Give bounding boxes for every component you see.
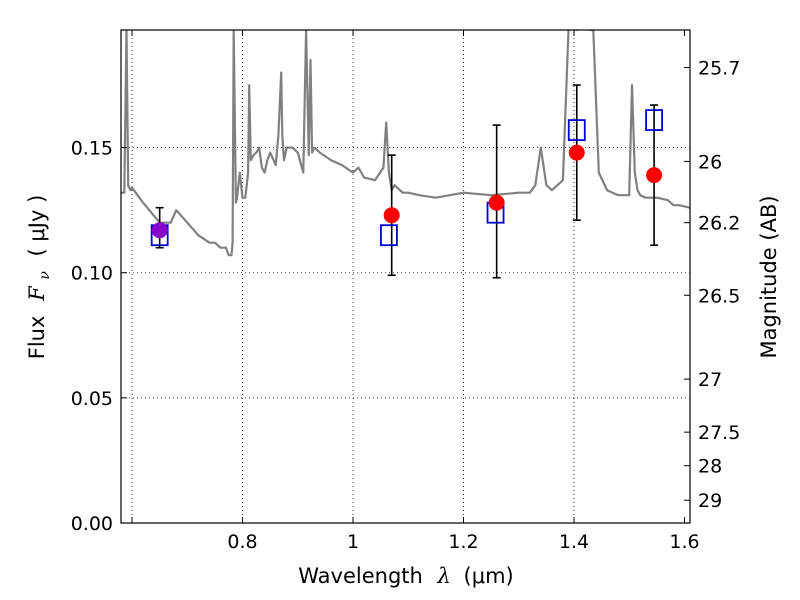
magnitude-tick-label: 29	[698, 490, 722, 512]
y2-axis-label: Magnitude (AB)	[757, 195, 781, 358]
x-axis-label-prefix: Wavelength	[298, 564, 423, 588]
x-tick-label: 0.8	[227, 531, 257, 553]
y-axis-label-unit: ( μJy )	[25, 195, 49, 257]
x-tick-label: 1.2	[448, 531, 478, 553]
magnitude-tick-label: 28	[698, 456, 722, 478]
model-photometry-square	[567, 119, 586, 142]
magnitude-tick-label: 26	[698, 151, 722, 173]
y-tick-label: 0.10	[71, 263, 113, 285]
x-axis-label-symbol: λ	[437, 564, 451, 588]
magnitude-tick-label: 27	[698, 369, 722, 391]
x-tick-label: 1.6	[669, 531, 699, 553]
plot-background	[121, 30, 690, 523]
grid	[121, 30, 690, 523]
y-tick-label: 0.00	[71, 513, 113, 535]
y-axis-label-symbol: F	[25, 285, 49, 302]
y-axis-label-subscript: ν	[37, 271, 53, 280]
observed-photometry-point	[488, 194, 505, 211]
ticks	[121, 30, 690, 524]
model-photometry-square	[380, 224, 398, 247]
y-axis-label-prefix: Flux	[25, 316, 49, 360]
y-axis-label: Flux F ν ( μJy )	[25, 195, 54, 360]
y-tick-label: 0.15	[71, 138, 113, 160]
magnitude-tick-label: 26.2	[698, 213, 740, 235]
plot-frame	[120, 29, 691, 524]
observed-photometry-point	[383, 207, 400, 224]
marker-layer	[150, 109, 663, 247]
y-tick-label: 0.05	[71, 388, 113, 410]
observed-photometry-point	[646, 167, 663, 184]
model-photometry-square	[645, 109, 663, 131]
magnitude-tick-label: 26.5	[698, 285, 740, 307]
observed-photometry-point	[568, 144, 585, 161]
x-tick-labels: 0.8 1 1.2 1.4 1.6	[227, 531, 699, 553]
x-tick-label: 1	[347, 531, 359, 553]
x-tick-label: 1.4	[559, 531, 589, 553]
x-axis-label-unit: (μm)	[464, 564, 514, 588]
magnitude-tick-label: 27.5	[698, 422, 740, 444]
y-tick-labels: 0.00 0.05 0.10 0.15	[71, 138, 113, 535]
magnitude-tick-labels: 25.7 26 26.2 26.5 27 27.5 28 29	[698, 58, 740, 513]
observed-photometry-point	[151, 222, 168, 239]
spectrum-layer	[121, 30, 690, 257]
x-axis-label: Wavelength λ (μm)	[298, 564, 513, 588]
magnitude-tick-label: 25.7	[698, 58, 740, 80]
model-spectrum-line	[121, 30, 690, 257]
